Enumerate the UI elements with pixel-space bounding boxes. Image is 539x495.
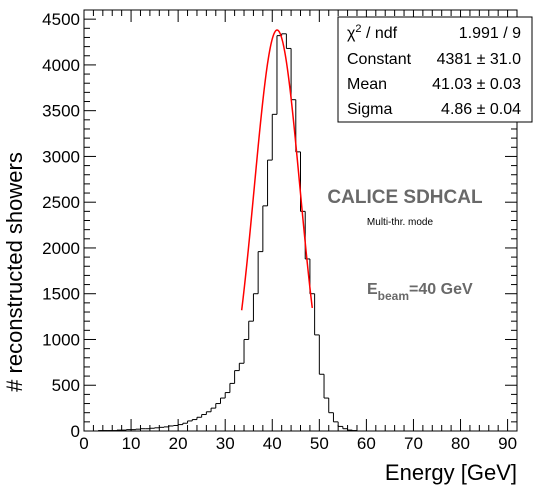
y-tick-label: 0 bbox=[71, 422, 80, 441]
y-axis-title: # reconstructed showers bbox=[2, 152, 27, 392]
annotation-beam-energy: Ebeam=40 GeV bbox=[367, 281, 473, 303]
x-tick-labels: 0 10 20 30 40 50 60 70 80 90 bbox=[79, 434, 517, 453]
x-tick-label: 30 bbox=[216, 434, 235, 453]
x-tick-label: 50 bbox=[310, 434, 329, 453]
x-tick-label: 0 bbox=[79, 434, 88, 453]
y-tick-label: 500 bbox=[52, 376, 80, 395]
x-tick-label: 70 bbox=[404, 434, 423, 453]
x-tick-label: 90 bbox=[498, 434, 517, 453]
x-tick-label: 20 bbox=[169, 434, 188, 453]
y-tick-label: 1500 bbox=[42, 285, 80, 304]
stats-box-frame bbox=[337, 16, 533, 123]
stat-mean-label: Mean bbox=[347, 76, 387, 93]
y-tick-label: 2000 bbox=[42, 239, 80, 258]
x-tick-label: 10 bbox=[122, 434, 141, 453]
stat-sigma-label: Sigma bbox=[347, 101, 392, 118]
x-tick-label: 40 bbox=[263, 434, 282, 453]
y-tick-label: 4000 bbox=[42, 56, 80, 75]
y-tick-label: 3000 bbox=[42, 147, 80, 166]
plot-frame bbox=[83, 9, 518, 432]
y-tick-label: 1000 bbox=[42, 330, 80, 349]
stat-chi2-label: χ2 / ndf bbox=[347, 23, 398, 42]
stat-constant-label: Constant bbox=[347, 51, 412, 68]
y-tick-label: 4500 bbox=[42, 10, 80, 29]
x-axis-title: Energy [GeV] bbox=[385, 460, 517, 485]
x-tick-label: 60 bbox=[357, 434, 376, 453]
stats-box: χ2 / ndf 1.991 / 9 Constant 4381 ± 31.0 … bbox=[337, 16, 533, 123]
stat-mean-value: 41.03 ± 0.03 bbox=[432, 76, 521, 93]
stat-chi2-value: 1.991 / 9 bbox=[459, 25, 521, 42]
y-tick-labels: 0 500 1000 1500 2000 2500 3000 3500 4000 4500 bbox=[42, 10, 80, 441]
x-tick-label: 80 bbox=[451, 434, 470, 453]
y-tick-label: 3500 bbox=[42, 102, 80, 121]
gaussian-fit-curve bbox=[240, 29, 314, 311]
stat-constant-value: 4381 ± 31.0 bbox=[437, 51, 522, 68]
annotation-title: CALICE SDHCAL bbox=[327, 187, 483, 208]
annotation-subtitle: Multi-thr. mode bbox=[367, 217, 434, 228]
y-tick-label: 2500 bbox=[42, 193, 80, 212]
stat-sigma-value: 4.86 ± 0.04 bbox=[441, 101, 521, 118]
